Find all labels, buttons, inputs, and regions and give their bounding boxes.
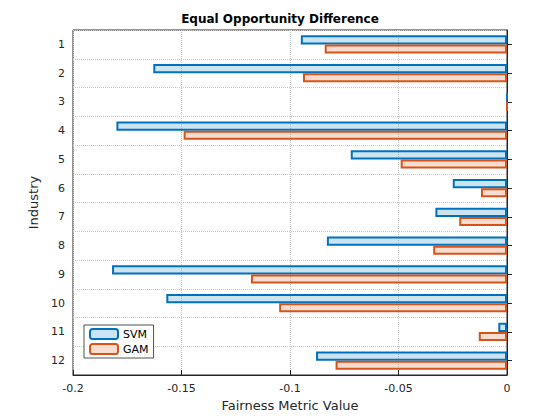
svg-text:2: 2 <box>58 67 65 80</box>
svg-text:3: 3 <box>58 95 65 108</box>
svg-text:Industry: Industry <box>26 175 41 229</box>
svg-text:6: 6 <box>58 182 65 195</box>
svg-text:-0.05: -0.05 <box>384 382 412 395</box>
svg-text:GAM: GAM <box>123 343 149 356</box>
svg-text:7: 7 <box>58 210 65 223</box>
svg-text:12: 12 <box>51 354 65 367</box>
svg-text:-0.2: -0.2 <box>62 382 83 395</box>
svg-text:Equal Opportunity Difference: Equal Opportunity Difference <box>181 12 379 26</box>
svg-text:8: 8 <box>58 239 65 252</box>
svg-text:1: 1 <box>58 38 65 51</box>
svg-text:SVM: SVM <box>123 328 147 341</box>
svg-text:9: 9 <box>58 268 65 281</box>
svg-text:-0.15: -0.15 <box>167 382 195 395</box>
svg-text:4: 4 <box>58 124 65 137</box>
svg-text:10: 10 <box>51 297 65 310</box>
svg-text:11: 11 <box>51 325 65 338</box>
svg-text:5: 5 <box>58 153 65 166</box>
svg-text:Fairness Metric Value: Fairness Metric Value <box>221 398 358 413</box>
svg-text:0: 0 <box>504 382 511 395</box>
svg-text:-0.1: -0.1 <box>279 382 300 395</box>
